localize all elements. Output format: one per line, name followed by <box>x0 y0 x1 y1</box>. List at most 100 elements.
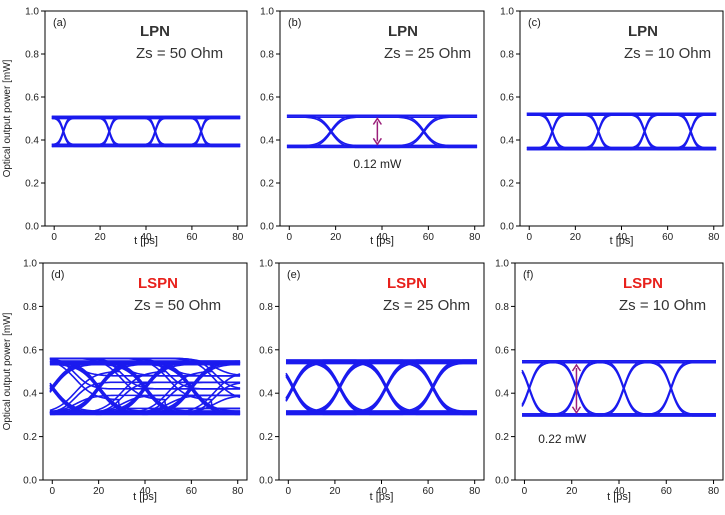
eye-rising-transition <box>522 360 716 415</box>
y-tick-label: 0.2 <box>25 179 39 190</box>
panel-subtitle: Zs = 25 Ohm <box>383 297 470 314</box>
y-axis-label: Optical output power [mW] <box>2 312 13 430</box>
y-tick-label: 0.4 <box>260 136 274 147</box>
y-tick-label: 0.0 <box>25 222 39 233</box>
y-tick-label: 0.0 <box>23 476 37 487</box>
eye-rising-transition <box>526 114 717 151</box>
eye-rising-transition <box>286 116 478 149</box>
arrow-head-down <box>571 406 582 415</box>
panel-b: 0.0 0.2 0.4 0.6 0.8 1.0 0 20 40 60 80 t [ps] (b) LPN Z… <box>260 7 485 247</box>
x-tick-label: 0 <box>286 486 292 497</box>
eye-falling-transition <box>51 115 241 146</box>
y-tick-label: 0.6 <box>260 93 274 104</box>
eye-rising-transition <box>285 360 478 414</box>
eye-falling-transition <box>51 117 241 148</box>
eye-falling-transition <box>285 362 478 416</box>
eye-falling-transition <box>285 360 478 414</box>
panel-subtitle: Zs = 10 Ohm <box>624 45 711 62</box>
eye-falling-transition <box>51 117 241 148</box>
x-tick-label: 20 <box>329 486 341 497</box>
eye-rising-transition <box>526 112 717 149</box>
y-tick-label: 1.0 <box>260 7 274 18</box>
plot-frame <box>278 262 485 481</box>
eye-falling-transition <box>526 112 717 149</box>
eye-opening-label: 0.12 mW <box>353 157 402 171</box>
x-axis-label: t [ps] <box>607 491 631 503</box>
x-tick-label: 0 <box>522 486 528 497</box>
eye-falling-transition <box>286 116 478 149</box>
eye-rising-transition <box>286 114 478 147</box>
panel-title: LSPN <box>623 275 663 292</box>
x-tick-label: 60 <box>661 486 673 497</box>
panel-c: 0.0 0.2 0.4 0.6 0.8 1.0 0 20 40 60 80 t [ps] (c) LPN Z… <box>500 7 724 247</box>
panel-label: (a) <box>53 17 66 29</box>
y-tick-label: 1.0 <box>25 7 39 18</box>
x-tick-label: 60 <box>186 232 198 243</box>
eye-rising-transition <box>285 362 478 416</box>
eye-rising-transition <box>285 360 478 414</box>
y-tick-label: 0.4 <box>495 389 509 400</box>
eye-falling-transition <box>526 114 717 151</box>
y-tick-label: 0.2 <box>259 432 273 443</box>
x-tick-label: 60 <box>186 486 198 497</box>
eye-rising-transition <box>51 117 241 148</box>
x-axis-label: t [ps] <box>610 235 634 247</box>
x-tick-label: 40 <box>613 486 625 497</box>
x-tick-label: 60 <box>423 486 435 497</box>
y-tick-label: 0.8 <box>500 50 514 61</box>
x-tick-label: 80 <box>232 232 244 243</box>
x-tick-label: 20 <box>95 232 107 243</box>
x-axis-label: t [ps] <box>370 491 394 503</box>
x-axis-label: t [ps] <box>134 235 158 247</box>
x-tick-label: 40 <box>376 486 388 497</box>
y-axis-label: Optical output power [mW] <box>2 59 13 177</box>
eye-falling-transition <box>51 115 241 146</box>
eye-rising-transition <box>522 360 716 415</box>
panel-subtitle: Zs = 50 Ohm <box>136 45 223 62</box>
y-tick-label: 0.6 <box>23 345 37 356</box>
y-tick-label: 0.6 <box>259 345 273 356</box>
eye-rising-transition <box>51 117 241 148</box>
x-tick-label: 40 <box>140 232 152 243</box>
y-tick-label: 0.6 <box>495 345 509 356</box>
x-tick-label: 40 <box>376 232 388 243</box>
eye-traces <box>285 359 478 416</box>
x-tick-label: 0 <box>51 232 57 243</box>
y-tick-label: 0.4 <box>259 389 273 400</box>
plot-frame <box>514 262 724 481</box>
eye-falling-transition <box>286 116 478 149</box>
eye-falling-transition <box>522 360 716 415</box>
eye-falling-transition <box>285 360 478 414</box>
y-tick-label: 0.8 <box>259 302 273 313</box>
x-tick-label: 20 <box>566 486 578 497</box>
panel-title: LSPN <box>138 275 178 292</box>
eye-rising-transition <box>526 112 717 149</box>
eye-rising-transition <box>522 360 716 415</box>
eye-opening-arrow <box>372 117 382 146</box>
eye-falling-transition <box>286 114 478 147</box>
y-tick-label: 0.4 <box>23 389 37 400</box>
y-tick-label: 0.8 <box>23 302 37 313</box>
arrow-head-down <box>372 137 382 146</box>
eye-rising-transition <box>51 115 241 146</box>
y-tick-label: 1.0 <box>23 259 37 270</box>
eye-falling-transition <box>522 360 716 415</box>
eye-falling-transition <box>286 114 478 147</box>
eye-traces <box>286 114 478 149</box>
panel-e: 0.0 0.2 0.4 0.6 0.8 1.0 0 20 40 60 80 t [ps] (e) LSPN… <box>259 259 485 503</box>
y-tick-label: 0.4 <box>25 136 39 147</box>
x-tick-label: 60 <box>662 232 674 243</box>
y-tick-label: 1.0 <box>500 7 514 18</box>
panel-a: 0.0 0.2 0.4 0.6 0.8 1.0 0 20 40 60 80 t [ps] Optical… <box>2 7 248 247</box>
panel-label: (b) <box>288 17 301 29</box>
eye-falling-transition <box>51 117 241 148</box>
panel-label: (e) <box>287 269 300 281</box>
y-tick-label: 0.0 <box>500 222 514 233</box>
x-tick-label: 0 <box>49 486 55 497</box>
y-tick-label: 0.6 <box>25 93 39 104</box>
eye-falling-transition <box>285 360 478 414</box>
y-tick-label: 0.2 <box>23 432 37 443</box>
eye-rising-transition <box>526 114 717 151</box>
panel-title: LPN <box>628 23 658 40</box>
